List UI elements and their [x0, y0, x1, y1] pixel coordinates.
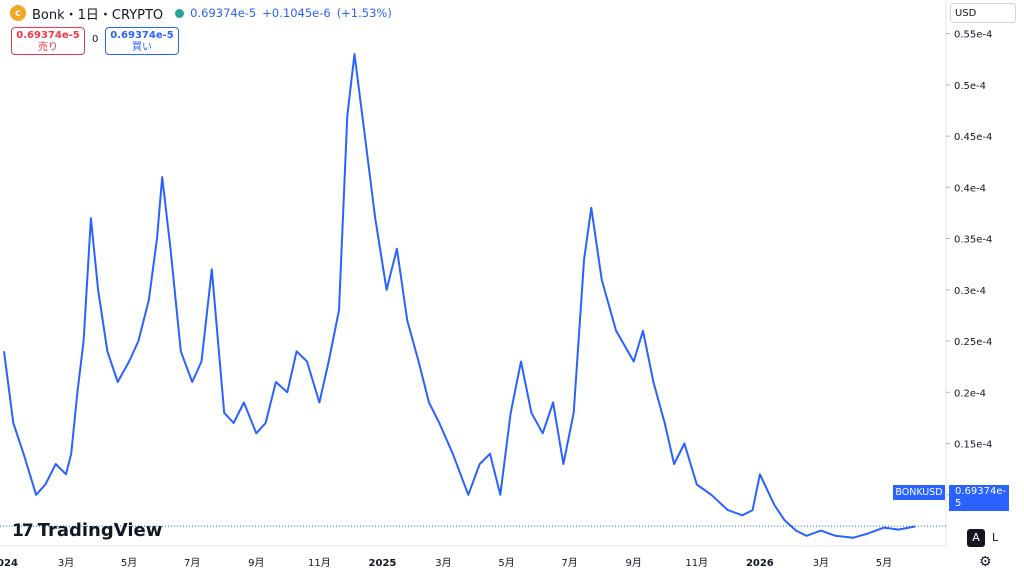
buy-button[interactable]: 0.69374e-5 買い	[105, 27, 179, 55]
time-tick-label: 2025	[369, 558, 397, 569]
log-scale-button[interactable]: L	[992, 531, 999, 544]
tradingview-logo-icon: 17	[12, 520, 34, 541]
time-tick-label: 5月	[498, 557, 514, 569]
price-change-percent: (+1.53%)	[336, 6, 392, 20]
price-tick-label: 0.35e-4	[954, 235, 992, 246]
price-tick-label: 0.15e-4	[954, 440, 992, 451]
time-tick-label: 9月	[626, 557, 642, 569]
settings-icon[interactable]: ⚙	[979, 554, 992, 570]
price-tick-label: 0.2e-4	[954, 388, 986, 399]
time-tick-label: 11月	[308, 557, 331, 569]
time-tick-label: 3月	[813, 557, 829, 569]
currency-select[interactable]: USD	[950, 3, 1016, 23]
time-tick-label: 3月	[435, 557, 451, 569]
time-axis[interactable]: 2024 3月 5月 7月 9月 11月 2025 3月 5月 7月 9月 11月 2026 3月 5月	[0, 557, 892, 569]
auto-scale-button[interactable]: A	[967, 529, 985, 547]
price-tick-label: 0.4e-4	[954, 183, 986, 194]
price-series-line	[3, 53, 916, 539]
time-tick-label: 2026	[746, 558, 774, 569]
price-tick-label: 0.45e-4	[954, 132, 992, 143]
logo-text: TradingView	[37, 520, 163, 541]
sell-label: 売り	[38, 42, 58, 53]
price-tick-label: 0.55e-4	[954, 30, 992, 41]
price-change: +0.1045e-6	[262, 6, 331, 20]
symbol-legend[interactable]: c Bonk・1日・CRYPTO 0.69374e-5 +0.1045e-6 (…	[10, 3, 392, 23]
time-tick-label: 9月	[248, 557, 264, 569]
buy-label: 買い	[132, 42, 152, 53]
symbol-title[interactable]: Bonk・1日・CRYPTO	[32, 7, 164, 23]
price-axis[interactable]: 0.55e-4 0.5e-4 0.45e-4 0.4e-4 0.35e-4 0.3e-4 0…	[946, 30, 992, 502]
time-tick-label: 5月	[876, 557, 892, 569]
price-tick-label: 0.25e-4	[954, 337, 992, 348]
time-tick-label: 7月	[184, 557, 200, 569]
current-price-value: 0.69374e-5	[955, 486, 1007, 509]
time-tick-label: 5月	[121, 557, 137, 569]
time-tick-label: 7月	[561, 557, 577, 569]
last-price: 0.69374e-5	[190, 6, 257, 20]
time-tick-label: 3月	[58, 557, 74, 569]
bonk-coin-icon: c	[10, 5, 26, 21]
bar-countdown: 03:24:38	[955, 510, 1000, 521]
tradingview-logo[interactable]: 17 TradingView	[12, 520, 162, 541]
buy-price: 0.69374e-5	[110, 30, 174, 41]
price-tick-label: 0.5e-4	[954, 81, 986, 92]
time-tick-label: 2024	[0, 558, 18, 569]
market-status-icon	[175, 8, 185, 18]
current-price-tag: 0.69374e-5 03:24:38	[949, 485, 1009, 521]
spread-value: 0	[92, 34, 99, 45]
sell-button[interactable]: 0.69374e-5 売り	[11, 27, 85, 55]
time-tick-label: 11月	[685, 557, 708, 569]
price-tick-label: 0.3e-4	[954, 286, 986, 297]
symbol-price-tag: BONKUSD	[893, 485, 945, 500]
sell-price: 0.69374e-5	[16, 30, 80, 41]
